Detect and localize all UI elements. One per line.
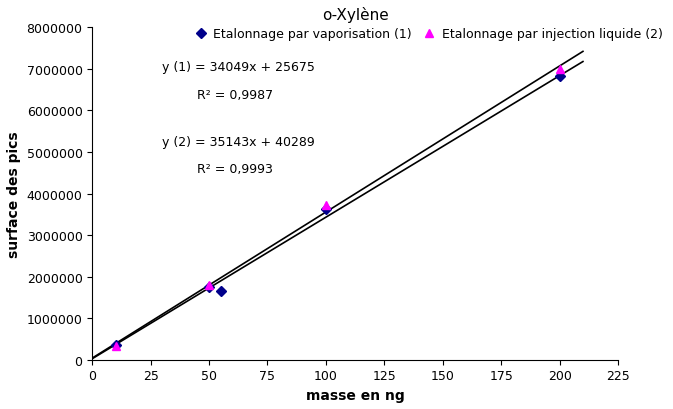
Line: Etalonnage par vaporisation (1): Etalonnage par vaporisation (1)	[112, 73, 563, 348]
Text: y (2) = 35143x + 40289: y (2) = 35143x + 40289	[162, 135, 315, 148]
Etalonnage par vaporisation (1)	[322, 207, 330, 212]
Text: R² = 0,9993: R² = 0,9993	[197, 163, 273, 176]
Etalonnage par vaporisation (1)	[555, 74, 563, 79]
Text: R² = 0,9987: R² = 0,9987	[197, 88, 273, 101]
Line: Etalonnage par injection liquide (2): Etalonnage par injection liquide (2)	[112, 65, 564, 351]
Y-axis label: surface des pics: surface des pics	[7, 131, 21, 257]
Etalonnage par injection liquide (2)	[112, 344, 120, 348]
Etalonnage par injection liquide (2)	[555, 67, 563, 72]
Etalonnage par vaporisation (1)	[112, 342, 120, 347]
Etalonnage par vaporisation (1)	[205, 285, 213, 290]
Etalonnage par vaporisation (1)	[217, 289, 225, 294]
Legend: Etalonnage par vaporisation (1), Etalonnage par injection liquide (2): Etalonnage par vaporisation (1), Etalonn…	[193, 28, 663, 41]
Text: y (1) = 34049x + 25675: y (1) = 34049x + 25675	[162, 61, 315, 74]
Etalonnage par injection liquide (2)	[322, 203, 330, 208]
Etalonnage par injection liquide (2)	[205, 283, 213, 288]
X-axis label: masse en ng: masse en ng	[306, 388, 404, 402]
Title: o-Xylène: o-Xylène	[322, 7, 388, 23]
